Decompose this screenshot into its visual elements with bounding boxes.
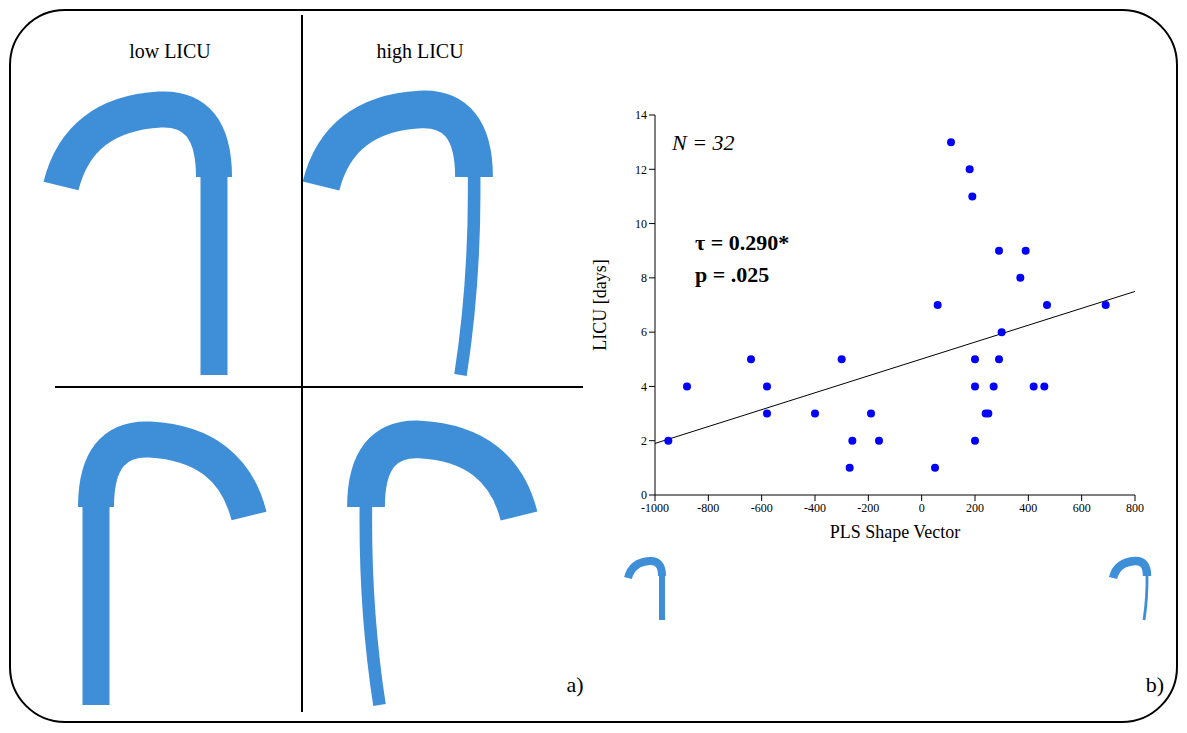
svg-text:high LICU: high LICU — [376, 40, 464, 63]
svg-text:6: 6 — [641, 325, 647, 339]
svg-text:a): a) — [566, 672, 583, 697]
svg-text:600: 600 — [1073, 501, 1091, 515]
svg-text:-1000: -1000 — [641, 501, 669, 515]
svg-text:b): b) — [1146, 672, 1164, 697]
svg-text:400: 400 — [1019, 501, 1037, 515]
svg-text:0: 0 — [919, 501, 925, 515]
svg-text:LICU [days]: LICU [days] — [590, 259, 610, 350]
svg-text:low LICU: low LICU — [129, 40, 211, 62]
svg-text:800: 800 — [1126, 501, 1144, 515]
svg-text:-400: -400 — [804, 501, 826, 515]
html-text:τ = 0.290*: τ = 0.290* — [695, 230, 790, 255]
svg-text:200: 200 — [966, 501, 984, 515]
html-text:N = 32: N = 32 — [672, 130, 735, 155]
svg-text:12: 12 — [635, 163, 647, 177]
html-text:p = .025: p = .025 — [695, 262, 770, 287]
svg-text:2: 2 — [641, 434, 647, 448]
svg-text:8: 8 — [641, 271, 647, 285]
svg-text:0: 0 — [641, 488, 647, 502]
svg-text:-600: -600 — [751, 501, 773, 515]
svg-text:-200: -200 — [857, 501, 879, 515]
svg-text:PLS Shape Vector: PLS Shape Vector — [830, 522, 961, 542]
svg-text:-800: -800 — [697, 501, 719, 515]
svg-text:14: 14 — [635, 108, 647, 122]
svg-text:10: 10 — [635, 217, 647, 231]
svg-text:4: 4 — [641, 380, 647, 394]
